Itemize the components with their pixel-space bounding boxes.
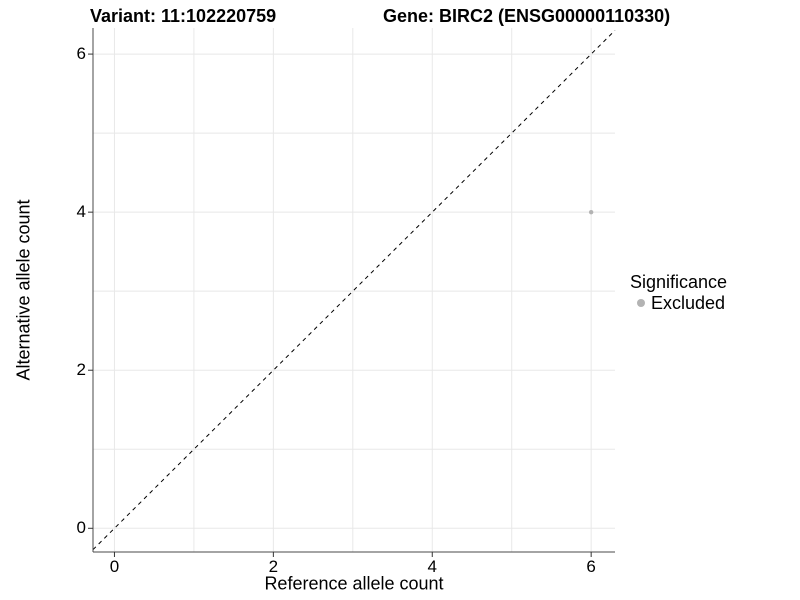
y-tick-label: 4	[76, 202, 86, 222]
identity-reference-line	[92, 30, 616, 550]
y-axis-label: Alternative allele count	[13, 199, 34, 381]
data-point	[588, 209, 594, 215]
x-axis-label: Reference allele count	[264, 573, 444, 594]
y-tick-label: 2	[76, 360, 86, 380]
y-tick-label: 6	[76, 44, 86, 64]
x-tick-label: 6	[586, 557, 596, 576]
plot-title-gene: Gene: BIRC2 (ENSG00000110330)	[383, 6, 671, 26]
x-tick-label: 2	[268, 557, 279, 576]
legend-item-excluded: Excluded	[637, 294, 725, 312]
excluded-point-icon	[637, 299, 645, 307]
legend-title: Significance	[630, 272, 728, 292]
legend-item-label: Excluded	[651, 293, 726, 313]
plot-title-variant: Variant: 11:102220759	[90, 6, 277, 26]
x-tick-label: 4	[427, 557, 437, 576]
x-tick-label: 0	[109, 557, 120, 576]
y-tick-label: 0	[76, 518, 86, 538]
